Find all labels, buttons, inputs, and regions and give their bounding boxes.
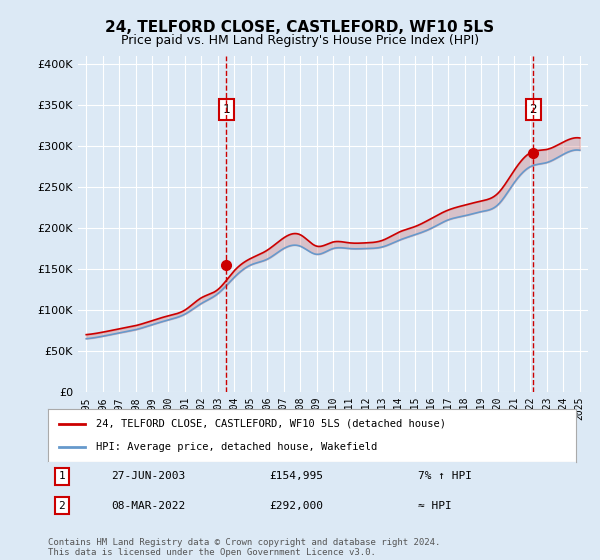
Text: £292,000: £292,000 bbox=[270, 501, 324, 511]
Text: Contains HM Land Registry data © Crown copyright and database right 2024.
This d: Contains HM Land Registry data © Crown c… bbox=[48, 538, 440, 557]
Text: 1: 1 bbox=[223, 103, 230, 116]
Text: 27-JUN-2003: 27-JUN-2003 bbox=[112, 471, 185, 481]
Text: 24, TELFORD CLOSE, CASTLEFORD, WF10 5LS: 24, TELFORD CLOSE, CASTLEFORD, WF10 5LS bbox=[106, 20, 494, 35]
Text: HPI: Average price, detached house, Wakefield: HPI: Average price, detached house, Wake… bbox=[95, 442, 377, 452]
Text: 1: 1 bbox=[59, 471, 65, 481]
Text: 08-MAR-2022: 08-MAR-2022 bbox=[112, 501, 185, 511]
Text: Price paid vs. HM Land Registry's House Price Index (HPI): Price paid vs. HM Land Registry's House … bbox=[121, 34, 479, 46]
Text: 24, TELFORD CLOSE, CASTLEFORD, WF10 5LS (detached house): 24, TELFORD CLOSE, CASTLEFORD, WF10 5LS … bbox=[95, 419, 446, 429]
Text: 2: 2 bbox=[59, 501, 65, 511]
Text: ≈ HPI: ≈ HPI bbox=[418, 501, 451, 511]
Text: £154,995: £154,995 bbox=[270, 471, 324, 481]
Text: 7% ↑ HPI: 7% ↑ HPI bbox=[418, 471, 472, 481]
Text: 2: 2 bbox=[529, 103, 537, 116]
